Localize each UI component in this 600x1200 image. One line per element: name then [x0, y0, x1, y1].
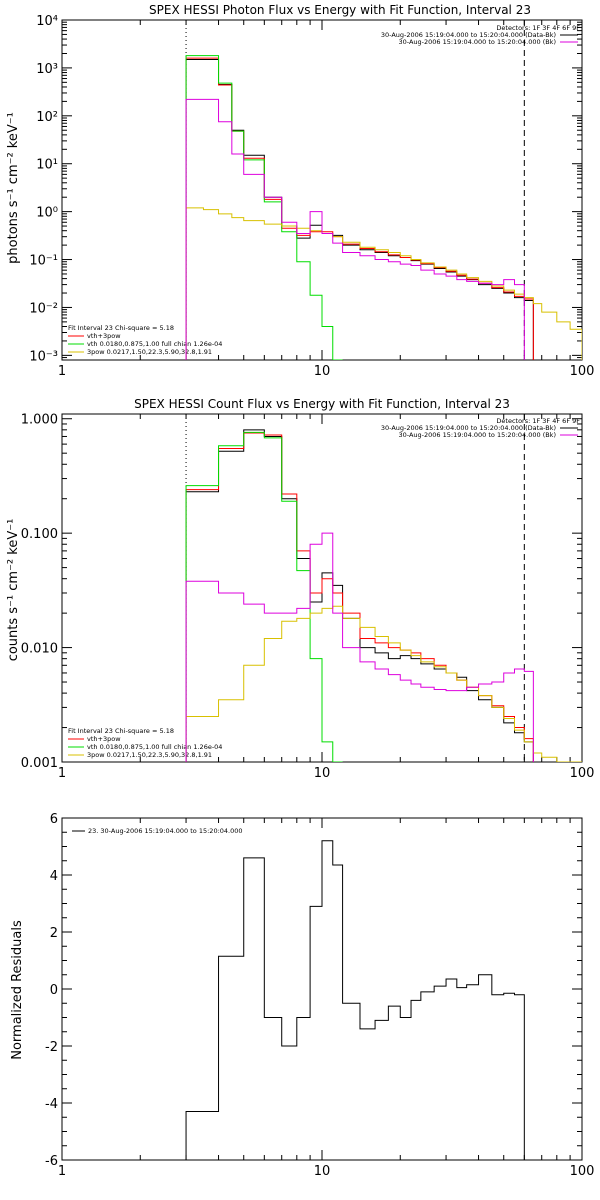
photon-chart-title: SPEX HESSI Photon Flux vs Energy with Fi…: [149, 3, 531, 17]
count-x-tick-label: 100: [570, 766, 595, 781]
photon-y-tick-label: 10⁰: [36, 206, 58, 221]
photon-y-tick-label: 10⁴: [36, 14, 58, 29]
count-series-bk: [185, 532, 534, 762]
photon-detectors-label: Detectors: 1F 3F 4F 6F 9F: [496, 24, 580, 32]
residuals-y-tick-label: 0: [50, 983, 58, 998]
residuals-y-tick-label: -2: [45, 1040, 58, 1055]
count-x-tick-label: 1: [58, 766, 66, 781]
residuals-legend: 23. 30-Aug-2006 15:19:04.000 to 15:20:04…: [72, 827, 243, 835]
residuals-y-axis-label: Normalized Residuals: [10, 920, 25, 1060]
photon-x-tick-label: 100: [570, 364, 595, 379]
count-legend-top: 30-Aug-2006 15:19:04.000 to 15:20:04.000…: [381, 424, 578, 439]
count-y-tick-label: 0.010: [21, 642, 58, 657]
count-legend-vth-label: vth 0.0180,0.875,1.00 full chian 1.26e-0…: [87, 743, 222, 751]
count-legend-data-label: 30-Aug-2006 15:19:04.000 to 15:20:04.000…: [381, 424, 556, 432]
photon-legend-vth-label: vth 0.0180,0.875,1.00 full chian 1.26e-0…: [87, 340, 222, 348]
count-flux-panel: SPEX HESSI Count Flux vs Energy with Fit…: [6, 397, 594, 781]
photon-series-data-bk: [185, 58, 534, 360]
count-x-tick-label: 10: [314, 766, 331, 781]
photon-x-tick-label: 10: [314, 364, 331, 379]
photon-y-tick-label: 10²: [36, 110, 58, 125]
photon-y-tick-label: 10⁻¹: [29, 254, 58, 269]
residuals-x-tick-label: 10: [314, 1164, 331, 1179]
photon-y-axis-label: photons s⁻¹ cm⁻² keV⁻¹: [6, 112, 21, 264]
photon-series-vth-3pow: [185, 57, 534, 360]
photon-legend-data-label: 30-Aug-2006 15:19:04.000 to 15:20:04.000…: [381, 31, 556, 39]
residuals-panel: Normalized Residuals 23. 30-Aug-2006 15:…: [10, 812, 594, 1179]
residuals-y-tick-label: -6: [45, 1154, 58, 1169]
photon-series-bk: [185, 98, 525, 360]
photon-flux-panel: SPEX HESSI Photon Flux vs Energy with Fi…: [6, 3, 594, 379]
photon-series-vth: [185, 55, 343, 360]
count-y-tick-label: 0.001: [21, 756, 58, 771]
photon-legend-total-label: vth+3pow: [87, 332, 121, 340]
count-legend-bk-label: 30-Aug-2006 15:19:04.000 to 15:20:04.000…: [399, 431, 556, 439]
residuals-legend-label: 23. 30-Aug-2006 15:19:04.000 to 15:20:04…: [88, 827, 243, 835]
photon-y-tick-label: 10⁻³: [29, 349, 58, 364]
photon-legend-top: 30-Aug-2006 15:19:04.000 to 15:20:04.000…: [381, 31, 578, 46]
photon-y-tick-label: 10⁻²: [29, 301, 58, 316]
photon-legend-bottom: Fit Interval 23 Chi-square = 5.18 vth+3p…: [68, 324, 222, 356]
photon-series-group: [185, 55, 582, 360]
count-chart-title: SPEX HESSI Count Flux vs Energy with Fit…: [134, 397, 510, 411]
count-series-data-bk: [185, 429, 534, 762]
count-fit-interval-label: Fit Interval 23 Chi-square = 5.18: [68, 727, 174, 735]
count-y-tick-label: 0.100: [21, 527, 58, 542]
count-y-axis-label: counts s⁻¹ cm⁻² keV⁻¹: [6, 519, 21, 662]
residuals-y-tick-label: -4: [45, 1097, 58, 1112]
photon-x-tick-label: 1: [58, 364, 66, 379]
photon-fit-interval-label: Fit Interval 23 Chi-square = 5.18: [68, 324, 174, 332]
photon-y-tick-label: 10³: [36, 62, 58, 77]
residuals-y-tick-label: 6: [50, 812, 58, 827]
photon-y-tick-label: 10¹: [36, 158, 58, 173]
count-legend-bottom: Fit Interval 23 Chi-square = 5.18 vth+3p…: [68, 727, 222, 759]
residuals-x-tick-label: 100: [570, 1164, 595, 1179]
photon-legend-3pow-label: 3pow 0.0217,1.50,22.3,5.90,32.8,1.91: [87, 348, 212, 356]
residuals-y-tick-label: 4: [50, 869, 58, 884]
count-series-vth: [185, 431, 343, 762]
residuals-x-tick-label: 1: [58, 1164, 66, 1179]
photon-series-3pow: [185, 207, 582, 360]
residuals-series-group: [185, 840, 525, 1160]
count-legend-total-label: vth+3pow: [87, 735, 121, 743]
count-series-group: [185, 429, 582, 762]
count-series-vth-3pow: [185, 432, 534, 762]
count-y-tick-label: 1.000: [21, 413, 58, 428]
residuals-series-23-30-aug-2006-15-19-04-000-to-15-20-04-000: [185, 840, 525, 1160]
count-series-3pow: [185, 605, 582, 762]
count-legend-3pow-label: 3pow 0.0217,1.50,22.3,5.90,32.8,1.91: [87, 751, 212, 759]
photon-legend-bk-label: 30-Aug-2006 15:19:04.000 to 15:20:04.000…: [399, 38, 556, 46]
residuals-y-tick-label: 2: [50, 926, 58, 941]
count-detectors-label: Detectors: 1F 3F 4F 6F 9F: [496, 417, 580, 425]
